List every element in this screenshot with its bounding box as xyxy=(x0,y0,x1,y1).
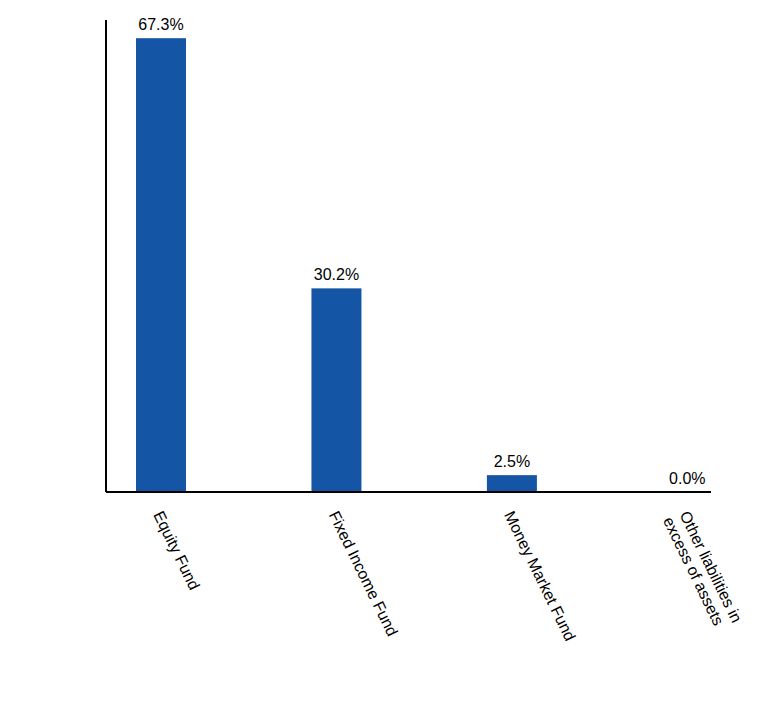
data-label: 67.3% xyxy=(138,16,183,33)
chart-svg: 67.3% 30.2% 2.5% 0.0% Equity Fund Fixed Incom… xyxy=(0,0,780,720)
chart-container: 67.3% 30.2% 2.5% 0.0% Equity Fund Fixed Incom… xyxy=(0,0,780,720)
data-label: 0.0% xyxy=(669,470,705,487)
bar xyxy=(487,475,537,492)
x-tick-label: Fixed Income Fund xyxy=(326,508,401,639)
bar xyxy=(311,288,361,492)
x-tick-label: Money Market Fund xyxy=(501,508,579,643)
bars xyxy=(136,38,537,492)
data-label: 2.5% xyxy=(494,453,530,470)
data-label: 30.2% xyxy=(314,266,359,283)
bar xyxy=(136,38,186,492)
x-tick-label: Other liabilities inexcess of assets xyxy=(660,507,745,633)
x-tick-label: Equity Fund xyxy=(150,508,203,592)
x-axis-line xyxy=(106,491,711,493)
y-axis-line xyxy=(105,20,107,492)
